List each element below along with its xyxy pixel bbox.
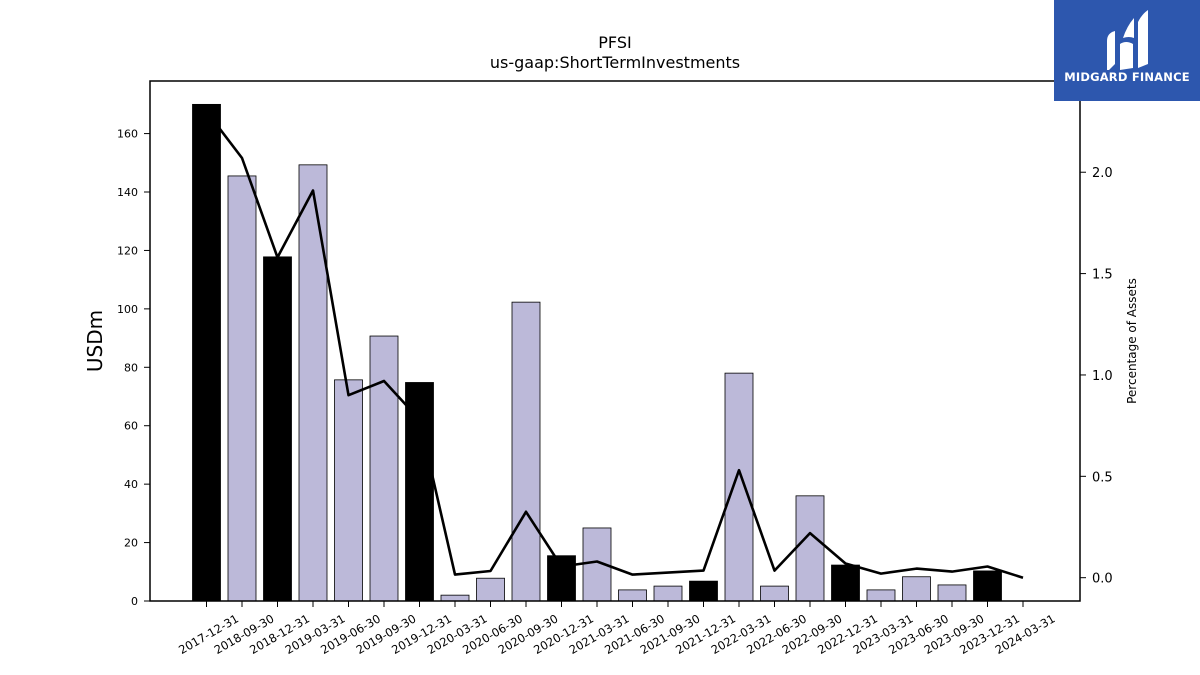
logo-text: MIDGARD FINANCE <box>1064 70 1190 84</box>
bar <box>653 585 683 602</box>
bar <box>227 175 257 602</box>
y-tick-label: 140 <box>117 186 138 199</box>
brand-logo: MIDGARD FINANCE <box>1054 0 1200 101</box>
bar <box>511 301 541 602</box>
y-tick-label: 60 <box>124 420 138 433</box>
bar <box>795 495 825 602</box>
y-axis-label: USDm <box>83 310 107 372</box>
bar <box>724 372 754 602</box>
y2-tick-label: 2.0 <box>1092 166 1113 181</box>
bar <box>618 589 647 602</box>
y-tick-label: 120 <box>117 244 138 257</box>
chart-subtitle: us-gaap:ShortTermInvestments <box>490 53 740 72</box>
y-tick-label: 40 <box>124 478 138 491</box>
bar <box>973 570 1002 602</box>
y-tick-label: 100 <box>117 303 138 316</box>
y2-axis-label: Percentage of Assets <box>1125 278 1139 404</box>
y2-tick-label: 1.5 <box>1092 268 1113 283</box>
bar <box>476 577 505 602</box>
y-tick-label: 160 <box>117 128 138 141</box>
bar <box>334 379 363 602</box>
bar <box>369 335 399 602</box>
y-tick-label: 20 <box>124 537 138 550</box>
y2-tick-label: 0.5 <box>1092 470 1113 485</box>
midgard-logo-icon <box>1107 10 1148 70</box>
bar <box>689 580 718 602</box>
bar <box>263 256 292 602</box>
bar <box>440 594 470 602</box>
bar <box>902 576 931 602</box>
y-tick-label: 0 <box>131 595 138 608</box>
bar <box>405 382 434 602</box>
bar <box>760 585 789 602</box>
plot-frame <box>149 80 1081 602</box>
bar <box>866 589 896 602</box>
chart-title: PFSI <box>598 33 631 52</box>
bar <box>831 564 860 602</box>
bar <box>192 103 221 602</box>
y-tick-label: 80 <box>124 361 138 374</box>
bar <box>937 584 967 602</box>
bar <box>298 164 328 602</box>
y2-tick-label: 1.0 <box>1092 369 1113 384</box>
y2-tick-label: 0.0 <box>1092 572 1113 587</box>
series-line <box>205 110 1024 579</box>
bar <box>547 555 576 602</box>
